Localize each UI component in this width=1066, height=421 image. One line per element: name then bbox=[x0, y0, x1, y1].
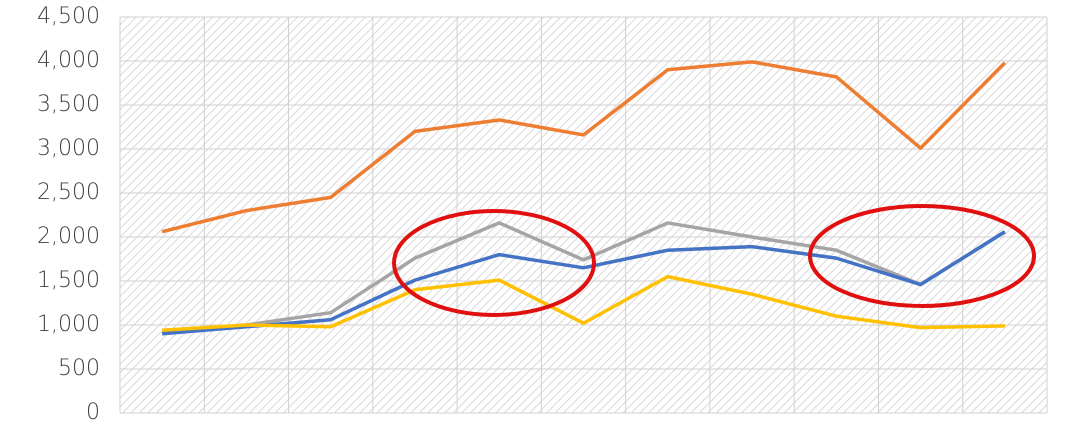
y-tick-label: 1,500 bbox=[37, 268, 100, 293]
y-tick-label: 4,000 bbox=[37, 48, 100, 73]
y-tick-label: 2,500 bbox=[37, 180, 100, 205]
plot-area bbox=[120, 17, 1047, 413]
y-tick-label: 4,500 bbox=[37, 4, 100, 29]
y-tick-label: 3,500 bbox=[37, 92, 100, 117]
highlight-ellipse bbox=[808, 204, 1036, 308]
series-line bbox=[161, 60, 1007, 234]
highlight-ellipse bbox=[392, 209, 596, 317]
y-tick-label: 1,000 bbox=[37, 312, 100, 337]
series-line bbox=[162, 274, 1005, 333]
series-line bbox=[161, 221, 1006, 334]
y-tick-label: 3,000 bbox=[37, 136, 100, 161]
y-tick-label: 2,000 bbox=[37, 224, 100, 249]
y-tick-label: 0 bbox=[86, 400, 100, 421]
y-tick-label: 500 bbox=[58, 356, 100, 381]
series-line bbox=[161, 230, 1006, 336]
